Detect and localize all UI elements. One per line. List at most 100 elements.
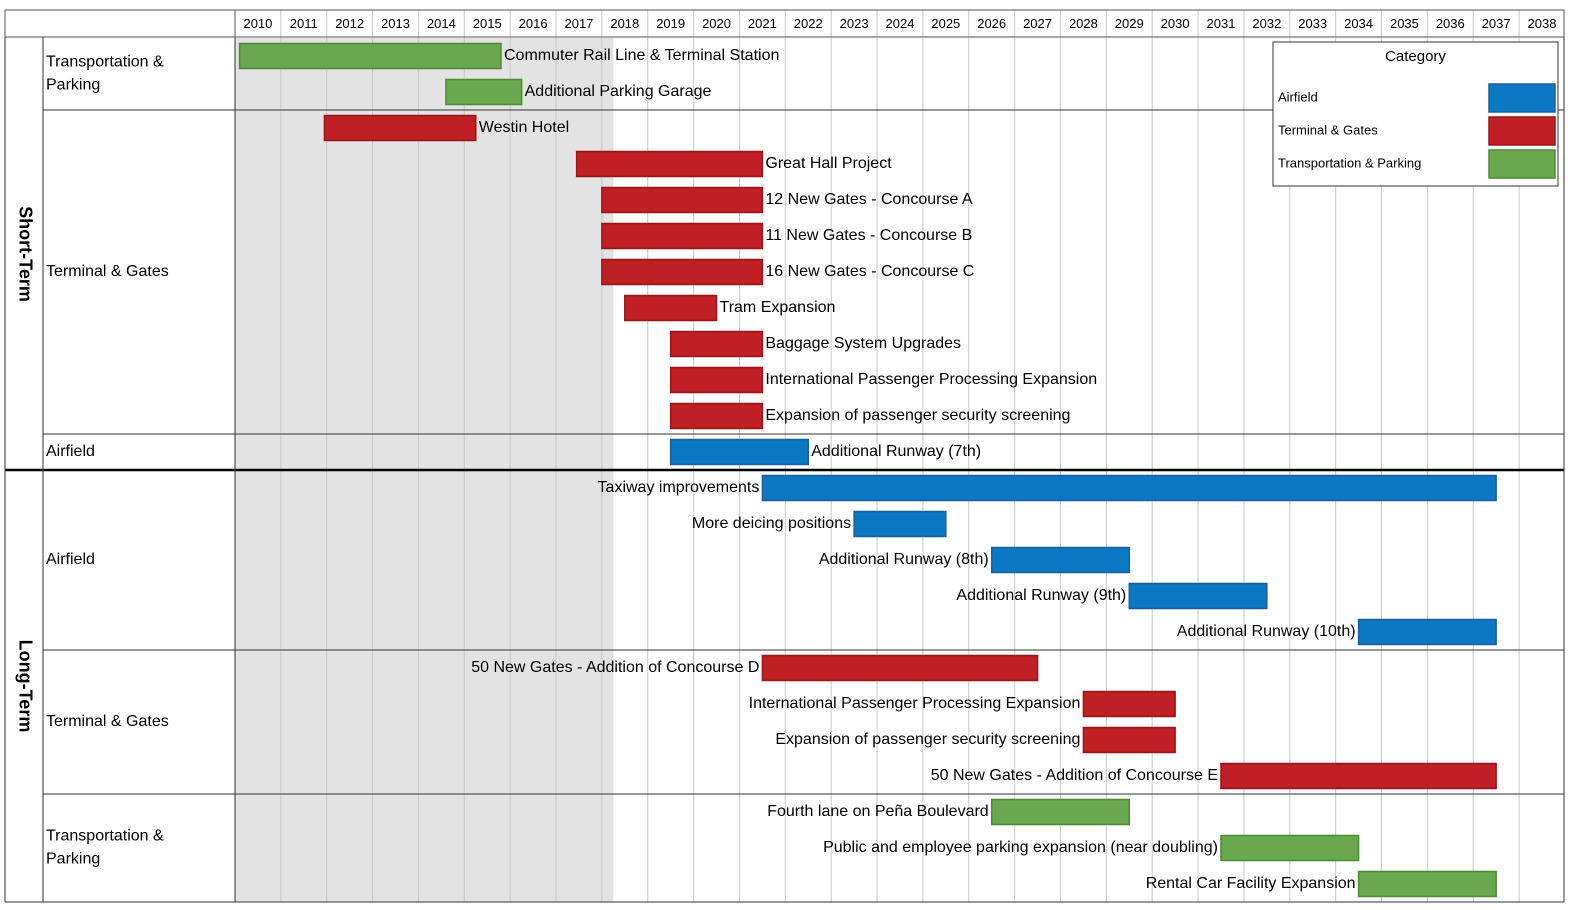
year-label: 2015: [473, 16, 502, 31]
task-label: Great Hall Project: [765, 155, 892, 172]
year-label: 2019: [656, 16, 685, 31]
year-label: 2026: [977, 16, 1006, 31]
task-bar: [1082, 690, 1176, 718]
task-bar: [669, 330, 764, 358]
year-label: 2034: [1344, 16, 1373, 31]
task-label: Commuter Rail Line & Terminal Station: [504, 47, 779, 64]
group-label-line: Terminal & Gates: [46, 263, 169, 280]
task-label: Baggage System Upgrades: [765, 335, 961, 352]
group-label-line: Parking: [46, 77, 100, 94]
group-label: Transportation & Parking: [46, 54, 164, 94]
task-label: International Passenger Processing Expan…: [749, 695, 1081, 712]
task-label: Expansion of passenger security screenin…: [765, 407, 1070, 424]
task-label: 12 New Gates - Concourse A: [765, 191, 973, 208]
task-label: Rental Car Facility Expansion: [1146, 875, 1356, 892]
legend-title: Category: [1385, 48, 1446, 65]
labels-layer: 2010 2011 2012 2013 2014 2015 2016 2017 2018 2019…: [15, 16, 1556, 892]
task-label: Additional Parking Garage: [525, 83, 712, 100]
year-label: 2010: [243, 16, 272, 31]
legend-item-label: Transportation & Parking: [1278, 155, 1421, 170]
task-bar: [1357, 618, 1497, 646]
header-frame: [4, 9, 1565, 38]
task-label: 50 New Gates - Addition of Concourse E: [931, 767, 1218, 784]
year-label: 2036: [1436, 16, 1465, 31]
year-label: 2017: [564, 16, 593, 31]
year-label: 2032: [1252, 16, 1281, 31]
task-bar: [669, 438, 809, 466]
year-label: 2018: [610, 16, 639, 31]
group-label-line: Airfield: [46, 551, 95, 568]
group-label: Terminal & Gates: [46, 713, 169, 730]
year-label: 2033: [1298, 16, 1327, 31]
task-label: International Passenger Processing Expan…: [765, 371, 1097, 388]
group-label: Terminal & Gates: [46, 263, 169, 280]
year-label: 2030: [1161, 16, 1190, 31]
year-label: 2028: [1069, 16, 1098, 31]
task-bar: [990, 798, 1131, 826]
bars-layer: [238, 42, 1497, 898]
group-label: Transportation & Parking: [46, 828, 164, 868]
task-label: More deicing positions: [692, 515, 851, 532]
year-label: 2012: [335, 16, 364, 31]
task-bar: [1128, 582, 1268, 610]
task-label: Additional Runway (7th): [811, 443, 981, 460]
group-label-line: Transportation &: [46, 54, 164, 71]
task-bar: [1220, 762, 1497, 790]
task-bar: [1220, 834, 1360, 862]
group-label: Airfield: [46, 443, 95, 460]
task-bar: [601, 186, 764, 214]
year-label: 2025: [931, 16, 960, 31]
year-label: 2023: [840, 16, 869, 31]
task-label: Westin Hotel: [479, 119, 569, 136]
group-label-line: Terminal & Gates: [46, 713, 169, 730]
task-bar: [575, 150, 764, 178]
task-bar: [990, 546, 1131, 574]
year-label: 2011: [290, 16, 318, 31]
task-bar: [323, 114, 477, 142]
task-bar: [445, 78, 523, 106]
legend: Category Airfield Terminal & Gates Transpor…: [1272, 41, 1559, 187]
legend-item-label: Terminal & Gates: [1278, 122, 1378, 137]
task-label: Additional Runway (10th): [1177, 623, 1356, 640]
legend-swatch: [1488, 83, 1556, 113]
year-label: 2014: [427, 16, 456, 31]
year-label: 2024: [886, 16, 915, 31]
task-label: 50 New Gates - Addition of Concourse D: [471, 659, 759, 676]
task-bar: [238, 42, 502, 70]
task-bar: [601, 258, 764, 286]
year-label: 2035: [1390, 16, 1419, 31]
task-label: Expansion of passenger security screenin…: [775, 731, 1080, 748]
task-bar: [761, 654, 1039, 682]
task-bar: [601, 222, 764, 250]
task-label: Tram Expansion: [720, 299, 836, 316]
task-bar: [1082, 726, 1176, 754]
group-label-line: Parking: [46, 851, 100, 868]
task-label: Taxiway improvements: [598, 479, 760, 496]
legend-item-label: Airfield: [1278, 89, 1318, 104]
year-label: 2022: [794, 16, 823, 31]
legend-swatch: [1488, 149, 1556, 179]
year-label: 2038: [1528, 16, 1557, 31]
task-bar: [1357, 870, 1497, 898]
task-bar: [853, 510, 947, 538]
group-label-line: Airfield: [46, 443, 95, 460]
year-label: 2029: [1115, 16, 1144, 31]
year-label: 2037: [1482, 16, 1511, 31]
task-label: Additional Runway (8th): [819, 551, 989, 568]
year-label: 2013: [381, 16, 410, 31]
year-label: 2016: [519, 16, 548, 31]
group-label: Airfield: [46, 551, 95, 568]
year-label: 2027: [1023, 16, 1052, 31]
phase-label: Short-Term: [15, 206, 35, 302]
task-label: Fourth lane on Peña Boulevard: [767, 803, 988, 820]
task-label: 16 New Gates - Concourse C: [765, 263, 974, 280]
task-bar: [624, 294, 718, 322]
task-label: 11 New Gates - Concourse B: [765, 227, 972, 244]
task-bar: [669, 402, 764, 430]
legend-swatch: [1488, 116, 1556, 146]
phase-label: Long-Term: [15, 640, 35, 733]
group-label-line: Transportation &: [46, 828, 164, 845]
task-bar: [669, 366, 764, 394]
